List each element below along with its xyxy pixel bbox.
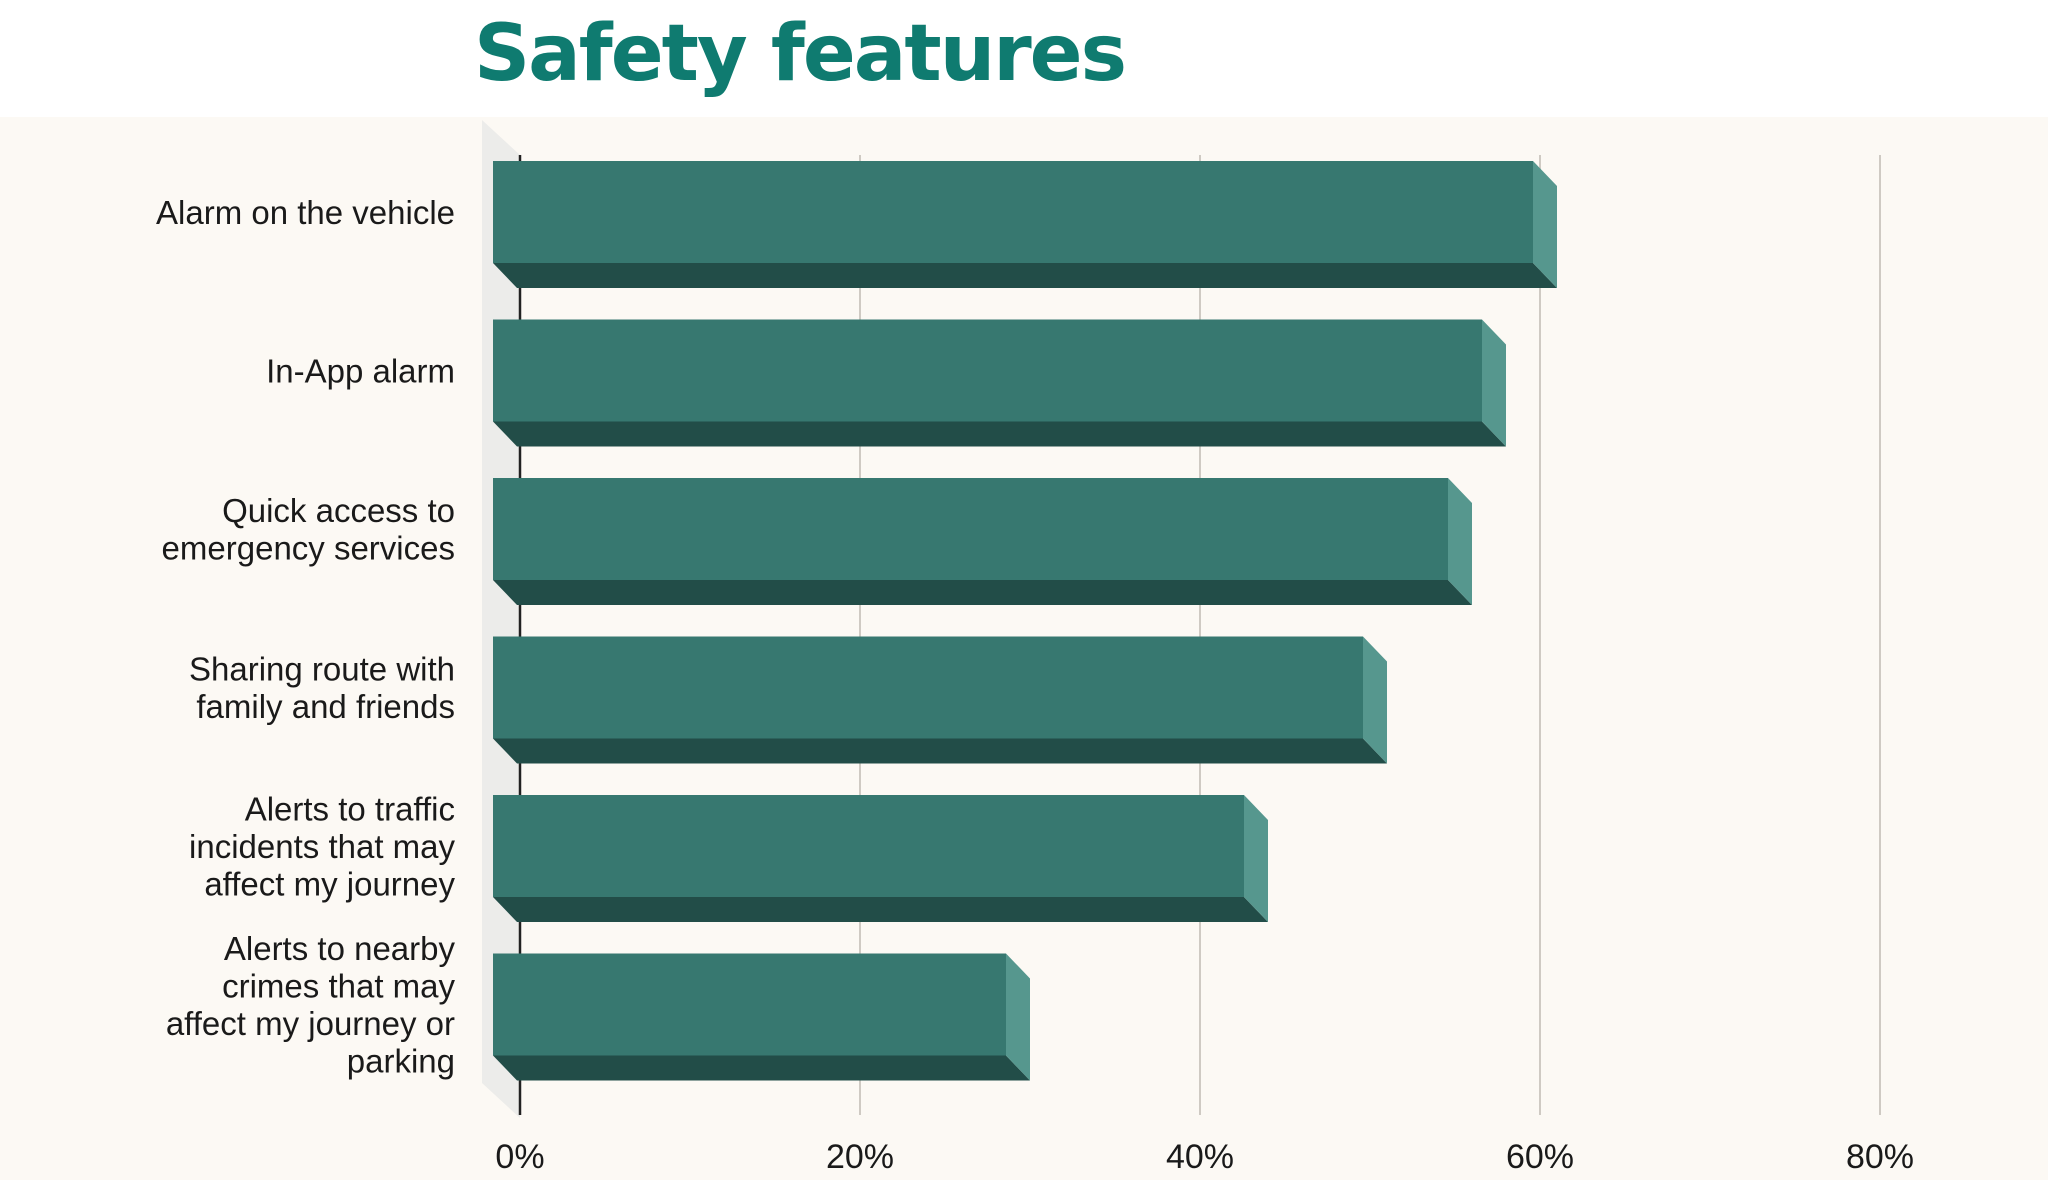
- x-tick-labels: 0% 20% 40% 60% 80%: [495, 1138, 1914, 1176]
- category-label-3: Sharing route with family and friends: [189, 651, 455, 726]
- x-tick-label-3: 60%: [1506, 1138, 1574, 1176]
- category-label-line: Alarm on the vehicle: [156, 194, 455, 231]
- bar-front-4: [493, 795, 1244, 897]
- bar-side-4: [1244, 795, 1268, 922]
- category-label-line: Sharing route with: [189, 651, 455, 688]
- bar-side-1: [1482, 319, 1506, 447]
- category-label-line: family and friends: [196, 688, 455, 725]
- category-label-1: In-App alarm: [266, 352, 455, 389]
- chart-title: Safety features: [474, 9, 1127, 99]
- category-label-line: Alerts to nearby: [224, 930, 456, 967]
- category-label-line: affect my journey or: [166, 1005, 455, 1042]
- x-tick-label-4: 80%: [1846, 1138, 1914, 1176]
- bar-front-1: [493, 319, 1482, 422]
- bar-2: [493, 478, 1472, 605]
- bar-front-2: [493, 478, 1448, 580]
- category-label-2: Quick access to emergency services: [162, 492, 455, 567]
- category-label-line: Alerts to traffic: [245, 790, 455, 827]
- bar-front-5: [493, 953, 1006, 1056]
- bar-side-2: [1448, 478, 1472, 605]
- bar-1: [493, 319, 1506, 447]
- bar-0: [493, 161, 1557, 288]
- category-label-line: affect my journey: [204, 865, 455, 902]
- category-label-line: crimes that may: [222, 968, 455, 1005]
- bar-bottom-2: [493, 580, 1472, 605]
- bar-side-5: [1006, 953, 1030, 1081]
- category-label-line: Quick access to: [222, 492, 455, 529]
- bars: [493, 161, 1557, 1081]
- bar-3: [493, 636, 1387, 764]
- bar-front-0: [493, 161, 1533, 263]
- bar-side-0: [1533, 161, 1557, 288]
- bar-bottom-5: [493, 1055, 1030, 1081]
- category-label-5: Alerts to nearby crimes that may affect my…: [166, 930, 456, 1080]
- category-label-0: Alarm on the vehicle: [156, 194, 455, 231]
- bar-bottom-3: [493, 738, 1387, 764]
- x-tick-label-0: 0%: [495, 1138, 544, 1176]
- category-label-line: emergency services: [162, 530, 455, 567]
- x-tick-label-2: 40%: [1166, 1138, 1234, 1176]
- bar-bottom-1: [493, 421, 1506, 447]
- bar-4: [493, 795, 1268, 922]
- x-tick-label-1: 20%: [826, 1138, 894, 1176]
- bar-bottom-4: [493, 897, 1268, 922]
- category-label-line: In-App alarm: [266, 352, 455, 389]
- bar-bottom-0: [493, 263, 1557, 288]
- bar-front-3: [493, 636, 1363, 739]
- category-label-line: parking: [347, 1043, 455, 1080]
- category-label-4: Alerts to traffic incidents that may affec…: [189, 790, 455, 902]
- bar-5: [493, 953, 1030, 1081]
- category-label-line: incidents that may: [189, 828, 455, 865]
- category-labels: Alarm on the vehicle In-App alarm Quick ac…: [156, 194, 455, 1080]
- bar-side-3: [1363, 636, 1387, 764]
